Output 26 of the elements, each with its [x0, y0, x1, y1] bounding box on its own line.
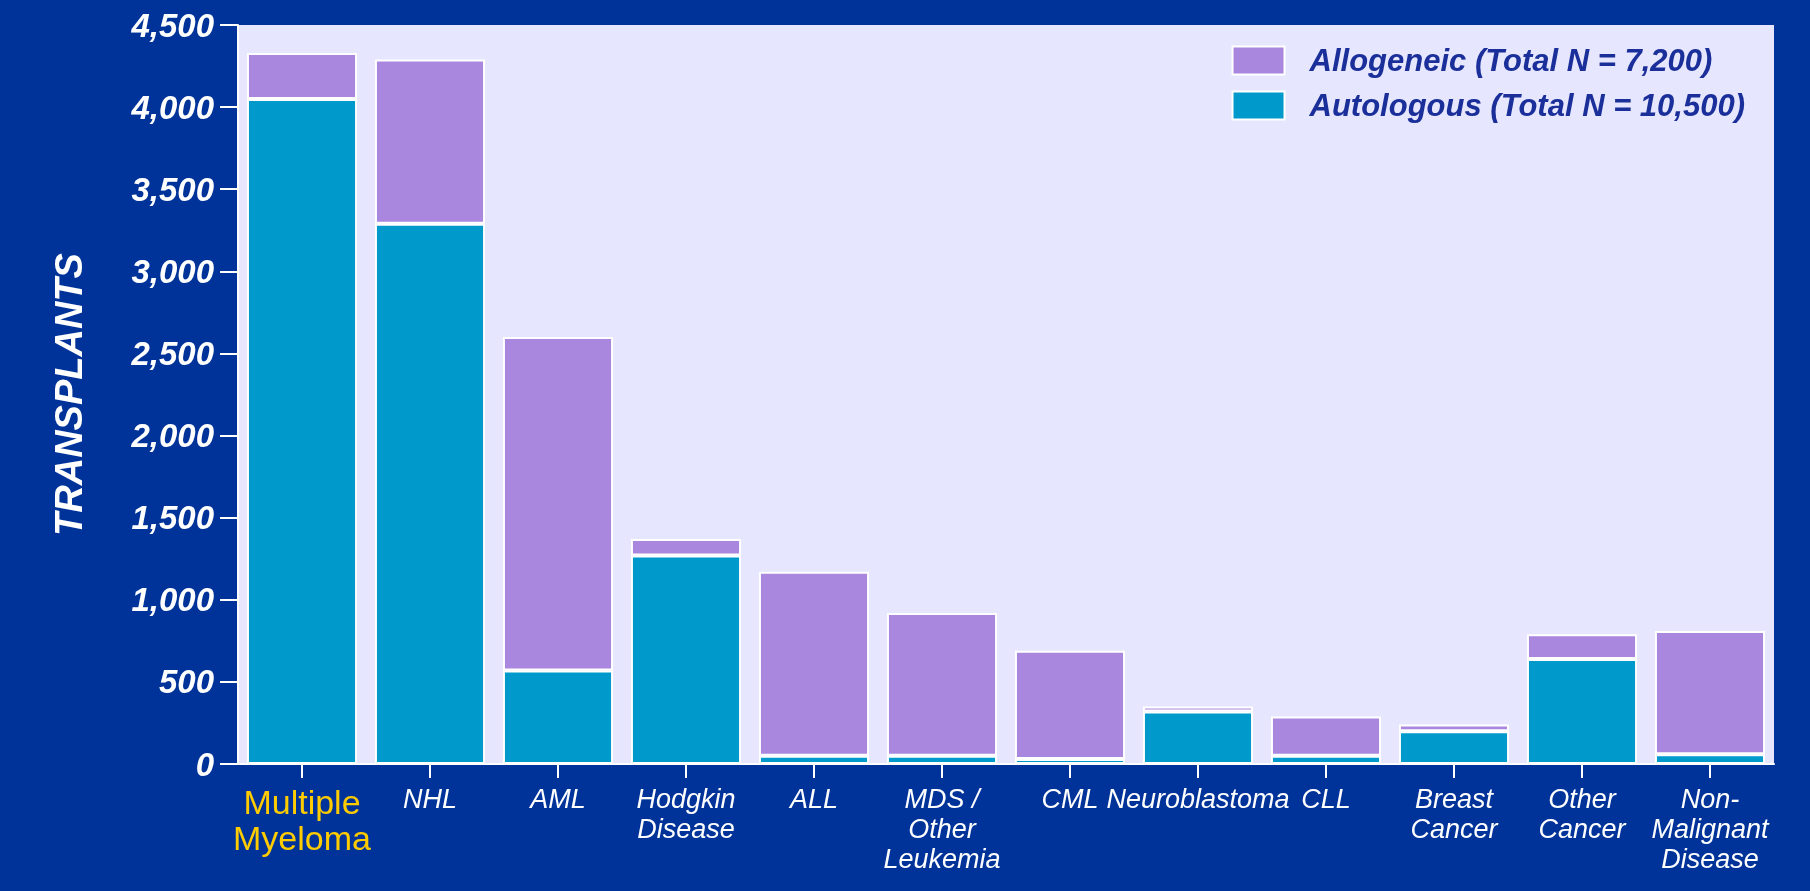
y-tick-label: 4,000	[130, 88, 215, 126]
x-tick-label: Other Cancer	[1538, 784, 1627, 844]
x-tick-label: CML	[1041, 784, 1099, 814]
x-tick-label: Multiple Myeloma	[233, 783, 372, 857]
y-tick-label: 0	[195, 745, 215, 783]
y-tick-label: 2,500	[130, 334, 215, 372]
x-tick-label: NHL	[402, 784, 458, 814]
x-tick-label: Breast Cancer	[1410, 784, 1499, 844]
y-tick-label: 3,000	[131, 252, 215, 290]
x-tick-label: Non-Malignant Disease	[1651, 784, 1771, 874]
legend-label: Autologous (Total N = 10,500)	[1308, 88, 1745, 123]
y-tick-label: 2,000	[130, 417, 215, 455]
x-tick-label: AML	[528, 784, 586, 814]
y-tick-label: 500	[158, 663, 215, 701]
y-tick-label: 1,500	[131, 499, 215, 537]
bar	[1014, 650, 1126, 760]
x-tick-label: CLL	[1301, 784, 1351, 814]
y-tick-label: 1,000	[131, 581, 215, 619]
x-tick-label: ALL	[787, 784, 839, 814]
y-tick-label: 4,500	[130, 6, 215, 44]
x-tick-label: MDS / Other Leukemia	[883, 784, 1001, 874]
legend-label: Allogeneic (Total N = 7,200)	[1308, 43, 1713, 78]
x-tick-label: Neuroblastoma	[1106, 784, 1290, 814]
y-axis-title: TRANSPLANTS	[48, 253, 90, 536]
x-tick-label: Hodgkin Disease	[636, 784, 736, 844]
y-tick-label: 3,500	[131, 170, 215, 208]
